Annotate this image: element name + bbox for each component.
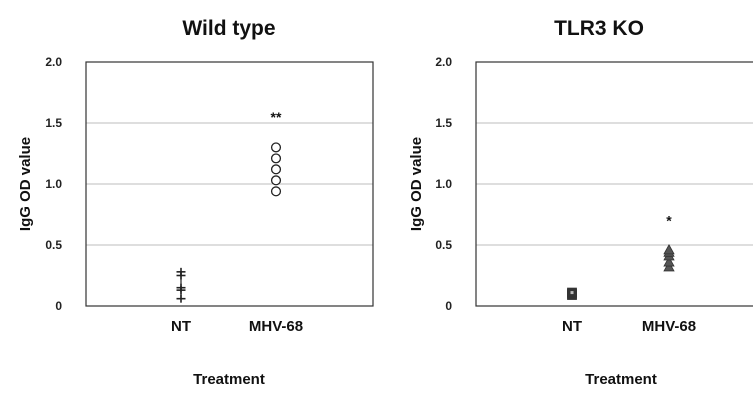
y-tick-labels: 0 0.5 1.0 1.5 2.0	[435, 55, 452, 313]
plot-frame	[475, 61, 753, 307]
panel-wild-type: Wild type 0 0.5 1.0 1.5 2.0 NT MHV-68 ** IgG …	[17, 17, 374, 388]
data-points	[176, 142, 282, 303]
significance-annotations: **	[271, 109, 282, 125]
data-point	[270, 142, 282, 153]
data-point	[567, 287, 577, 298]
x-category-label: NT	[562, 318, 582, 335]
significance-annotations: *	[666, 213, 672, 229]
data-point	[270, 164, 282, 175]
data-point	[176, 267, 186, 276]
y-tick-label: 0.5	[435, 238, 452, 252]
gridlines	[476, 122, 753, 246]
gridlines	[86, 122, 373, 246]
data-point	[270, 186, 282, 197]
y-tick-label: 2.0	[435, 55, 452, 69]
significance-marker: *	[666, 213, 672, 229]
x-category-labels: NT MHV-68	[171, 318, 303, 335]
y-tick-label: 0	[445, 299, 452, 313]
data-point	[663, 244, 675, 255]
plot-frame	[85, 61, 374, 307]
y-tick-label: 0	[55, 299, 62, 313]
y-tick-labels: 0 0.5 1.0 1.5 2.0	[45, 55, 62, 313]
y-tick-label: 0.5	[45, 238, 62, 252]
data-point	[176, 294, 186, 303]
x-category-label: MHV-68	[249, 318, 303, 335]
x-axis-label: Treatment	[193, 371, 265, 388]
y-axis-label: IgG OD value	[408, 137, 425, 231]
chart-title: Wild type	[182, 17, 275, 40]
y-axis-label: IgG OD value	[17, 137, 34, 231]
y-tick-label: 1.0	[45, 177, 62, 191]
data-points	[567, 244, 675, 300]
chart-title: TLR3 KO	[554, 17, 644, 40]
data-point	[270, 153, 282, 164]
panel-tlr3-ko: TLR3 KO 0 0.5 1.0 1.5 2.0 NT MHV-68 * IgG OD …	[408, 17, 753, 388]
y-tick-label: 1.0	[435, 177, 452, 191]
data-point	[176, 283, 186, 292]
y-tick-label: 2.0	[45, 55, 62, 69]
y-tick-label: 1.5	[435, 116, 452, 130]
data-point	[663, 256, 675, 267]
y-tick-label: 1.5	[45, 116, 62, 130]
data-point	[270, 175, 282, 186]
significance-marker: **	[271, 109, 282, 125]
x-category-label: NT	[171, 318, 191, 335]
x-category-label: MHV-68	[642, 318, 696, 335]
x-category-labels: NT MHV-68	[562, 318, 696, 335]
x-axis-label: Treatment	[585, 371, 657, 388]
